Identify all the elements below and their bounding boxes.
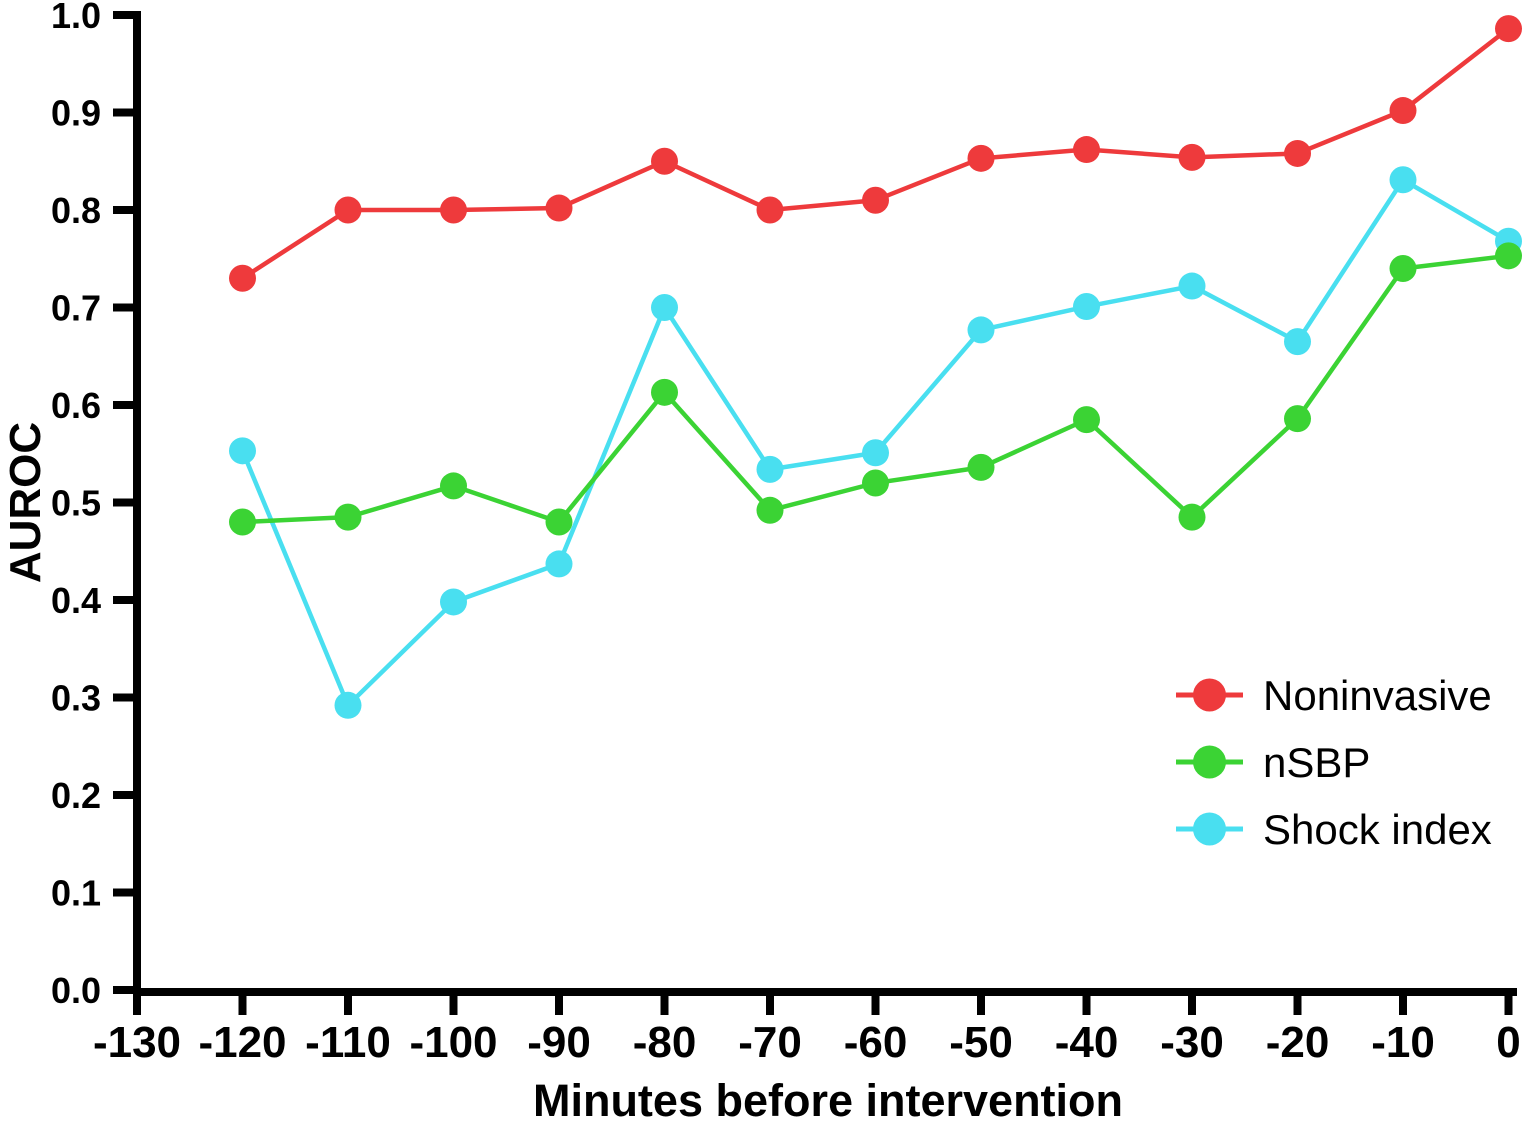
x-tick-label: -30: [1160, 1018, 1224, 1067]
x-tick-label: -80: [633, 1018, 697, 1067]
legend-marker-dot-noninvasive: [1193, 678, 1226, 712]
data-point-noninvasive--50: [967, 144, 995, 172]
data-point-nsbp--90: [545, 508, 573, 536]
x-tick-label: 0: [1496, 1018, 1520, 1067]
y-tick-label: 0.3: [51, 678, 101, 719]
data-point-shock-index--10: [1389, 166, 1417, 194]
y-tick-label: 0.7: [51, 288, 101, 329]
data-point-nsbp--70: [756, 496, 784, 524]
data-point-nsbp--110: [334, 503, 362, 531]
legend-marker-dot-nsbp: [1193, 745, 1226, 779]
data-point-nsbp--20: [1284, 405, 1311, 433]
x-tick-label: -70: [738, 1018, 802, 1067]
data-point-shock-index--20: [1284, 328, 1311, 356]
data-point-noninvasive--120: [229, 264, 256, 292]
data-point-shock-index--110: [334, 691, 362, 719]
y-tick-label: 0.0: [51, 970, 101, 1011]
data-point-shock-index--30: [1178, 272, 1206, 300]
x-tick-label: -130: [93, 1018, 181, 1067]
data-point-nsbp--10: [1389, 255, 1417, 282]
data-point-shock-index--120: [229, 437, 256, 465]
x-tick-label: -40: [1055, 1018, 1119, 1067]
data-point-nsbp--50: [967, 453, 995, 481]
y-tick-label: 0.6: [51, 385, 101, 426]
x-tick-label: -20: [1266, 1018, 1330, 1067]
data-point-noninvasive--100: [440, 196, 467, 224]
data-point-shock-index--60: [862, 439, 889, 467]
data-point-nsbp--40: [1073, 406, 1100, 434]
data-point-noninvasive--20: [1284, 139, 1311, 167]
x-tick-label: -90: [527, 1018, 591, 1067]
data-point-nsbp--120: [229, 508, 256, 536]
x-tick-label: -50: [949, 1018, 1013, 1067]
data-point-noninvasive--110: [334, 196, 362, 224]
data-point-shock-index--70: [756, 455, 784, 483]
x-tick-label: -60: [844, 1018, 908, 1067]
data-point-noninvasive--90: [545, 194, 573, 222]
y-tick-label: 0.2: [51, 775, 101, 816]
legend-label-noninvasive: Noninvasive: [1263, 672, 1492, 719]
y-axis-title: AUROC: [1, 422, 50, 583]
x-tick-label: -100: [409, 1018, 497, 1067]
y-tick-label: 0.8: [51, 190, 101, 231]
data-point-noninvasive--30: [1178, 143, 1206, 171]
data-point-noninvasive--10: [1389, 97, 1417, 125]
data-point-noninvasive--40: [1073, 136, 1100, 164]
y-tick-label: 0.1: [51, 873, 101, 914]
data-point-shock-index--50: [967, 316, 995, 344]
data-point-noninvasive--80: [651, 147, 678, 175]
data-point-shock-index--100: [440, 588, 467, 616]
series-line-noninvasive: [240, 26, 1511, 281]
x-tick-label: -10: [1371, 1018, 1435, 1067]
data-point-shock-index--80: [651, 294, 678, 321]
y-tick-label: 0.4: [51, 580, 101, 621]
data-point-noninvasive-0: [1495, 15, 1522, 43]
x-tick-label: -110: [305, 1018, 391, 1067]
data-point-nsbp--60: [862, 469, 889, 497]
legend-label-shock-index: Shock index: [1263, 806, 1492, 853]
x-tick-label: -120: [198, 1018, 286, 1067]
legend-marker-dot-shock-index: [1193, 812, 1226, 846]
data-point-nsbp--100: [440, 472, 467, 500]
y-tick-label: 1.0: [51, 0, 101, 36]
x-axis-title: Minutes before intervention: [533, 1075, 1123, 1126]
y-tick-label: 0.9: [51, 93, 101, 134]
data-point-shock-index--90: [545, 550, 573, 578]
data-point-nsbp-0: [1495, 242, 1522, 270]
data-point-nsbp--80: [651, 378, 678, 406]
y-tick-label: 0.5: [51, 483, 101, 524]
data-point-noninvasive--60: [862, 186, 889, 214]
data-point-shock-index--40: [1073, 293, 1100, 321]
legend-label-nsbp: nSBP: [1263, 739, 1370, 786]
data-point-nsbp--30: [1178, 503, 1206, 531]
data-point-noninvasive--70: [756, 196, 784, 224]
